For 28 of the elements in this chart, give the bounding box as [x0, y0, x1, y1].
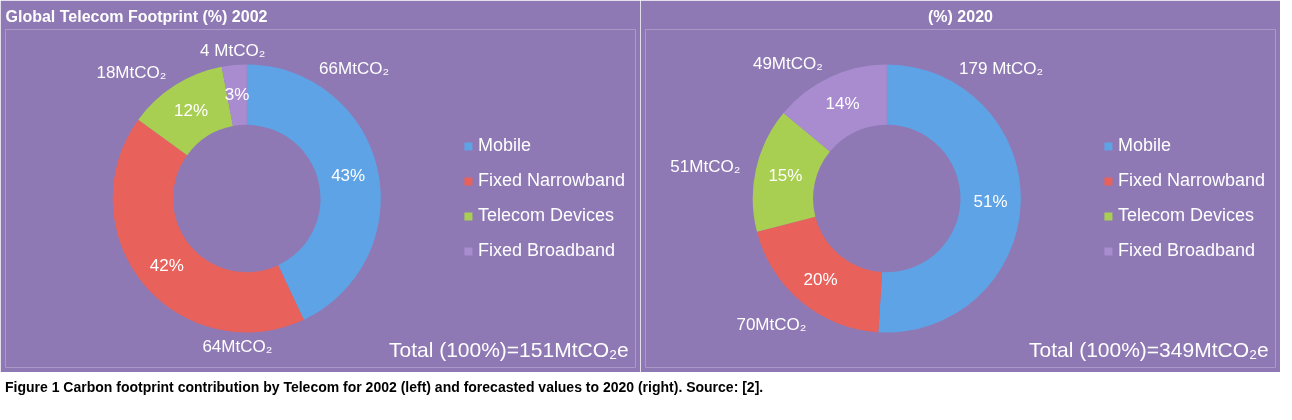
text: Total (100%)=349MtCO₂e	[1028, 337, 1269, 361]
text: 179 MtCO₂	[959, 58, 1044, 78]
legend-label: Fixed Broadband	[477, 240, 616, 261]
data-label: 15%	[768, 166, 803, 186]
text: 64MtCO₂	[202, 337, 273, 357]
legend-label: Fixed Narrowband	[1117, 170, 1265, 191]
text: 70MtCO₂	[736, 314, 807, 334]
text: 4 MtCO₂	[200, 40, 266, 60]
data-label: 43%	[331, 166, 366, 186]
legend-label: Telecom Devices	[477, 205, 614, 226]
data-label: 14%	[825, 94, 860, 114]
chart-title: (%) 2020	[928, 7, 994, 25]
legend-label: Mobile	[477, 135, 531, 156]
data-label: 12%	[174, 100, 209, 120]
legend-label: Mobile	[1117, 135, 1171, 156]
text: 18MtCO₂	[96, 63, 167, 83]
text: 51MtCO₂	[670, 156, 741, 176]
text: 66MtCO₂	[319, 58, 390, 78]
data-label: 42%	[149, 255, 184, 275]
legend-label: Telecom Devices	[1117, 205, 1254, 226]
caption: Figure 1 Carbon footprint contribution by Telecom for 2002 (left) and forecasted values to 2020 (right). Source: [2].	[5, 378, 764, 397]
legend-label: Fixed Narrowband	[477, 170, 625, 191]
data-label: 51%	[973, 192, 1008, 212]
data-label: 20%	[803, 269, 838, 289]
legend-label: Fixed Broadband	[1117, 240, 1256, 261]
text: Total (100%)=151MtCO₂e	[388, 337, 629, 361]
chart-title: Global Telecom Footprint (%) 2002	[5, 7, 268, 25]
text: 49MtCO₂	[752, 54, 823, 74]
